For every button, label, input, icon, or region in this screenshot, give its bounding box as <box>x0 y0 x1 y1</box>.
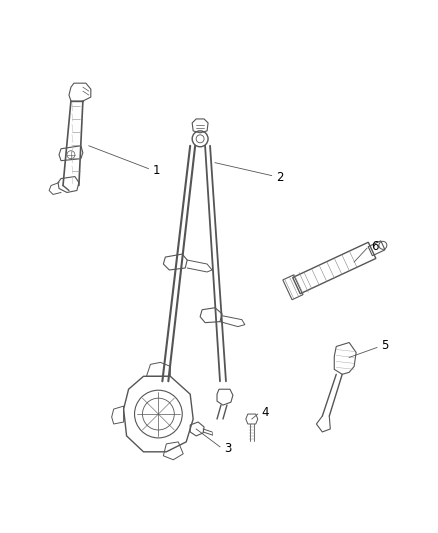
Text: 6: 6 <box>371 240 378 253</box>
Text: 2: 2 <box>276 171 283 184</box>
Text: 1: 1 <box>152 164 160 177</box>
Text: 4: 4 <box>262 406 269 418</box>
Text: 3: 3 <box>224 442 231 455</box>
Text: 5: 5 <box>381 339 389 352</box>
